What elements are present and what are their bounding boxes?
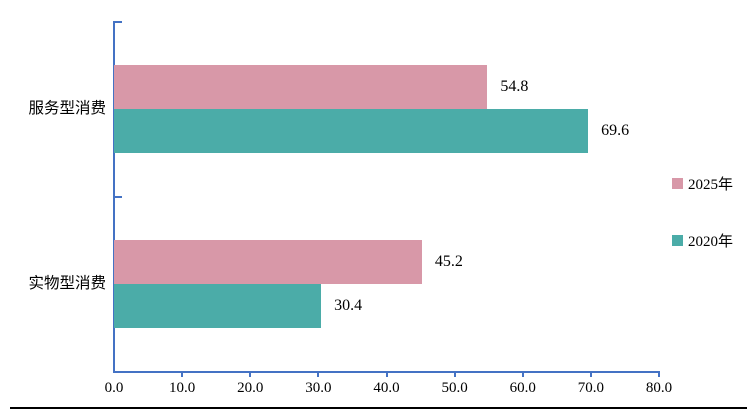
bar-2020年-服务型消费	[114, 108, 589, 153]
x-tick-label: 70.0	[577, 380, 604, 396]
y-axis-tick	[114, 196, 122, 198]
x-tick-label: 80.0	[645, 380, 673, 396]
bar-value-label: 69.6	[601, 121, 630, 139]
x-axis-tick	[453, 371, 456, 377]
x-tick-label: 20.0	[237, 380, 264, 396]
x-axis-tick	[249, 371, 252, 377]
bar-value-label: 45.2	[434, 252, 463, 270]
y-axis-tick	[114, 21, 122, 23]
bar-2020年-实物型消费	[114, 283, 322, 328]
legend-swatch-icon	[672, 234, 683, 246]
legend-label: 2025年	[688, 176, 734, 193]
bottom-rule	[10, 407, 747, 409]
bar-value-label: 30.4	[334, 296, 363, 314]
bar-2025年-服务型消费	[114, 64, 488, 109]
x-tick-label: 60.0	[509, 380, 536, 396]
legend: 2025年 2020年	[672, 174, 733, 288]
bar-value-label: 54.8	[500, 77, 529, 95]
x-axis-tick	[658, 371, 660, 377]
x-axis-tick	[181, 371, 184, 377]
legend-label: 2020年	[688, 233, 734, 250]
x-tick-label: 10.0	[169, 380, 196, 396]
x-tick-label: 40.0	[373, 380, 400, 396]
x-tick-label: 0.0	[104, 380, 124, 396]
x-axis-tick	[385, 371, 388, 377]
legend-swatch-icon	[672, 177, 683, 189]
legend-item-2020年: 2020年	[672, 231, 734, 250]
x-axis-tick	[317, 371, 320, 377]
x-axis-tick	[521, 371, 524, 377]
category-label: 实物型消费	[28, 274, 106, 292]
legend-item-2025年: 2025年	[672, 174, 734, 193]
x-tick-label: 30.0	[305, 380, 332, 396]
category-label: 服务型消费	[28, 99, 106, 117]
x-axis-tick	[589, 371, 592, 377]
bar-2025年-实物型消费	[114, 239, 422, 284]
x-tick-label: 50.0	[441, 380, 468, 396]
